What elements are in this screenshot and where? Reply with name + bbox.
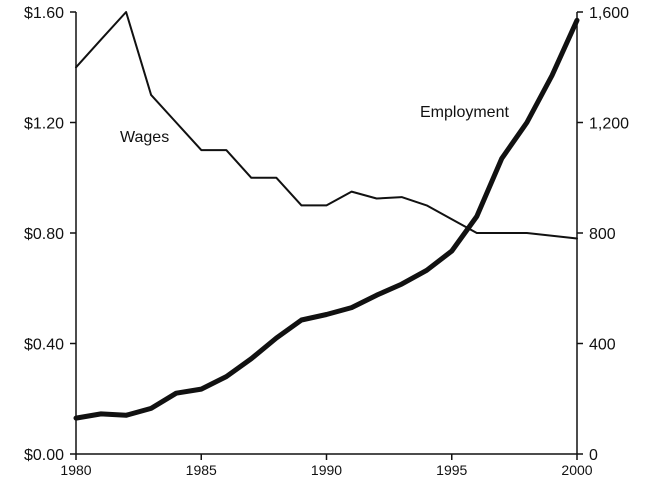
wages-series-label: Wages: [120, 129, 169, 146]
x-tick-label: 1985: [186, 462, 217, 478]
x-tick-label: 1980: [60, 462, 91, 478]
series-wages: Wages: [75, 11, 578, 240]
right-tick-label: 1,600: [589, 5, 629, 22]
left-axis-ticks: $0.00 $0.40 $0.80 $1.20 $1.60: [24, 5, 76, 464]
left-tick-label: $0.00: [24, 447, 64, 464]
wages-line: [75, 11, 578, 240]
left-tick-label: $0.80: [24, 226, 64, 243]
x-axis-ticks: 1980 1985 1990 1995 2000: [60, 454, 593, 478]
x-tick-label: 1990: [311, 462, 342, 478]
right-tick-label: 1,200: [589, 116, 629, 133]
series-employment: Employment: [73, 17, 580, 421]
x-tick-label: 1995: [436, 462, 467, 478]
right-axis: 0 400 800 1,200 1,600: [576, 5, 629, 464]
left-axis: $0.00 $0.40 $0.80 $1.20 $1.60: [24, 5, 77, 464]
right-tick-label: 400: [589, 337, 616, 354]
x-axis: 1980 1985 1990 1995 2000: [60, 453, 593, 478]
x-tick-label: 2000: [561, 462, 592, 478]
employment-series-label: Employment: [420, 104, 509, 121]
left-tick-label: $1.60: [24, 5, 64, 22]
employment-line: [73, 17, 580, 421]
left-tick-label: $0.40: [24, 337, 64, 354]
left-tick-label: $1.20: [24, 116, 64, 133]
right-axis-ticks: 0 400 800 1,200 1,600: [577, 5, 629, 464]
right-tick-label: 800: [589, 226, 616, 243]
right-tick-label: 0: [589, 447, 598, 464]
